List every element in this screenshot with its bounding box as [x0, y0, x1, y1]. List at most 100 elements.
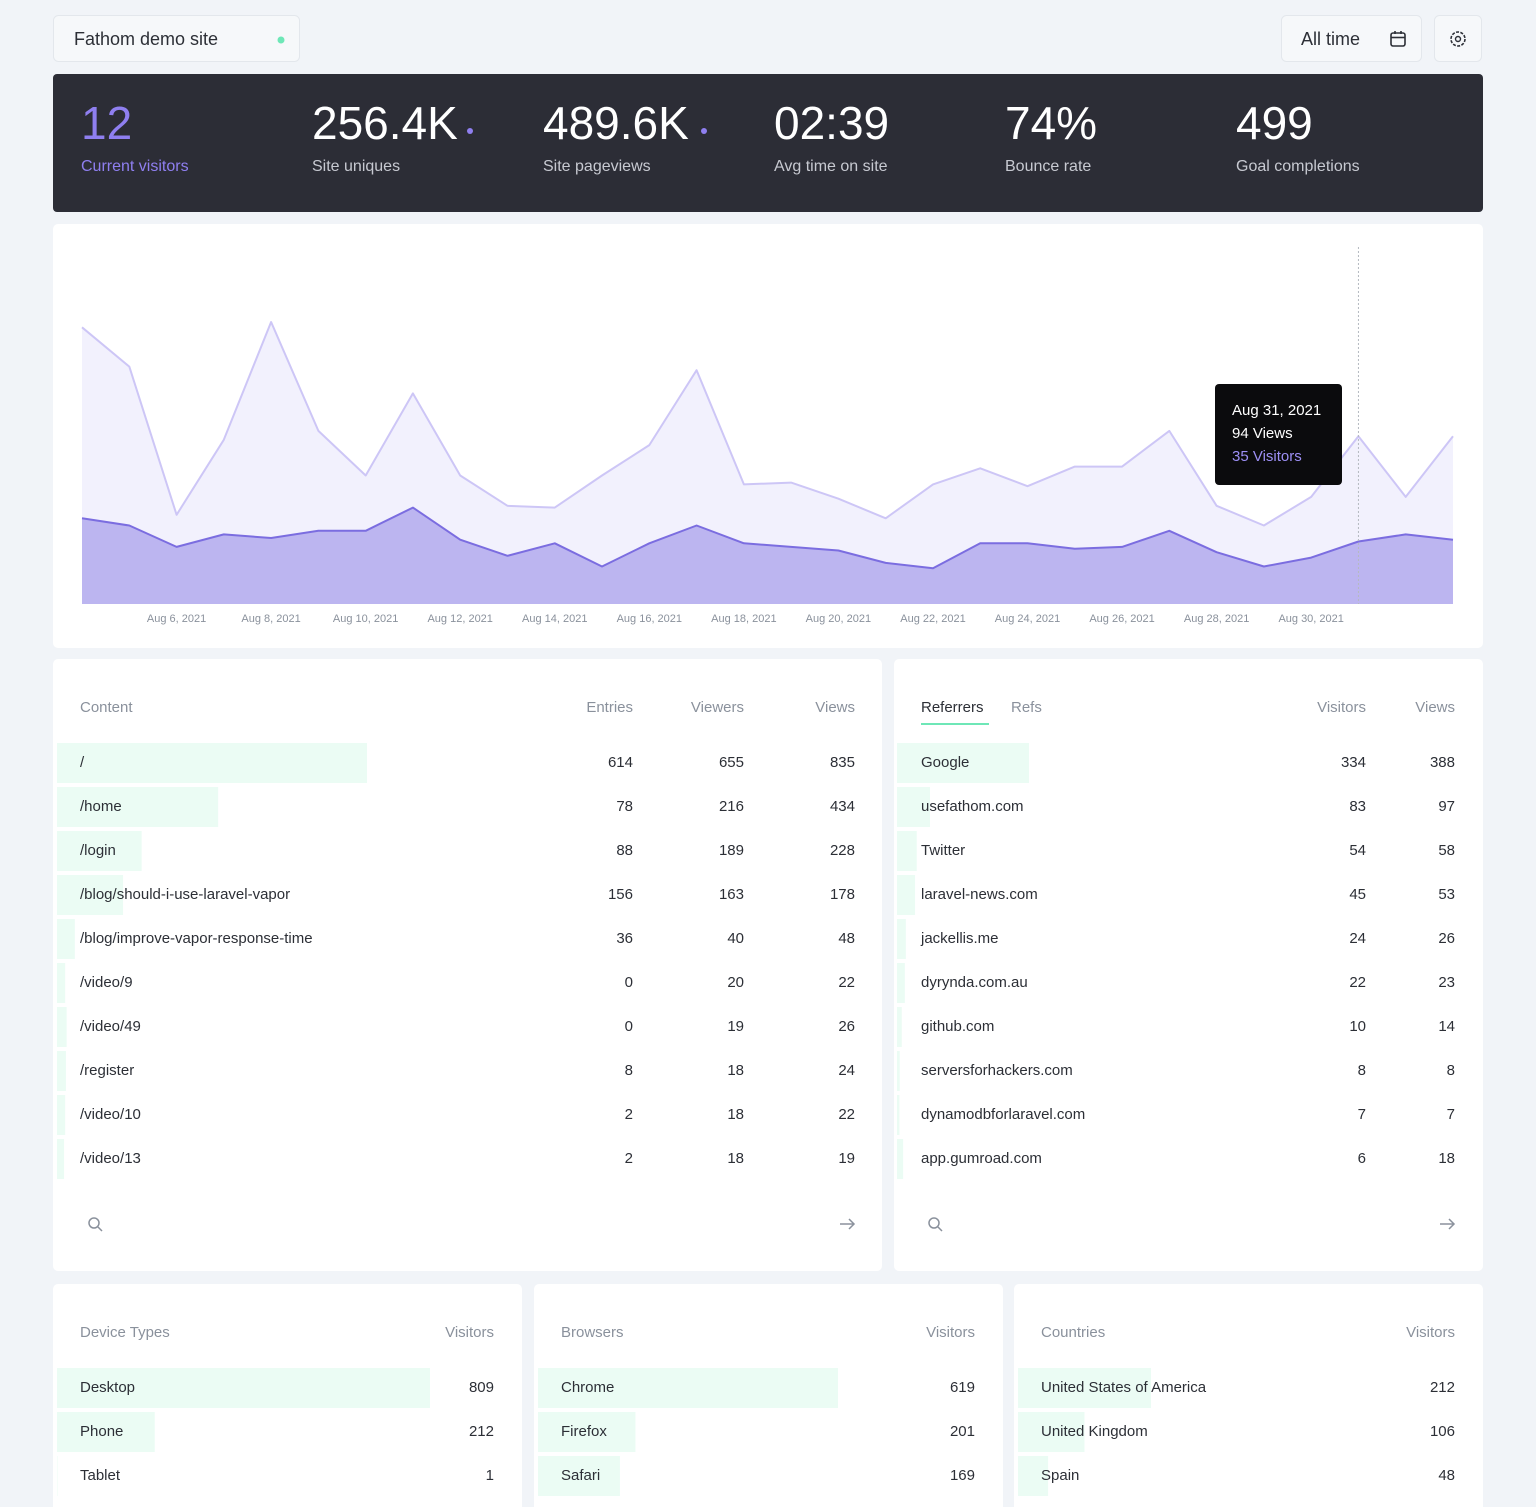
row-value: 614	[608, 754, 633, 771]
row-label[interactable]: dynamodbforlaravel.com	[921, 1106, 1085, 1123]
row-value: 78	[616, 798, 633, 815]
tooltip-line: 35 Visitors	[1232, 448, 1302, 465]
row-value: 10	[1349, 1018, 1366, 1035]
range-selector[interactable]: All time	[1281, 15, 1422, 62]
row-value: 216	[719, 798, 744, 815]
row-value: 2	[625, 1150, 633, 1167]
x-tick-label: Aug 20, 2021	[806, 613, 871, 625]
row-bar	[897, 831, 917, 871]
row-bar	[538, 1368, 838, 1408]
row-label[interactable]: /video/13	[80, 1150, 141, 1167]
row-label[interactable]: Google	[921, 754, 969, 771]
row-value: 169	[950, 1467, 975, 1484]
row-label[interactable]: Spain	[1041, 1467, 1079, 1484]
gear-icon	[1450, 31, 1466, 47]
row-label[interactable]: /	[80, 754, 85, 771]
column-header: Viewers	[691, 699, 744, 716]
chart: Aug 6, 2021 Aug 8, 2021 Aug 10, 2021 Aug 12…	[81, 247, 1454, 625]
tab[interactable]: Refs	[1011, 699, 1042, 716]
referrers-card	[894, 659, 1483, 1271]
row-bar	[897, 919, 906, 959]
stat-value: 02:39	[774, 97, 889, 149]
row-label[interactable]: /video/9	[80, 974, 133, 991]
row-value: 7	[1358, 1106, 1366, 1123]
row-bar	[57, 1095, 66, 1135]
trend-dot	[701, 128, 707, 134]
settings-button[interactable]	[1434, 15, 1482, 62]
site-name: Fathom demo site	[74, 29, 218, 49]
column-header: Visitors	[445, 1324, 494, 1341]
x-tick-label: Aug 28, 2021	[1184, 613, 1249, 625]
row-value: 7	[1447, 1106, 1455, 1123]
row-value: 18	[1438, 1150, 1455, 1167]
row-label[interactable]: /video/10	[80, 1106, 141, 1123]
row-label[interactable]: United States of America	[1041, 1379, 1207, 1396]
row-label[interactable]: Phone	[80, 1423, 123, 1440]
row-value: 18	[727, 1062, 744, 1079]
row-label[interactable]: /video/49	[80, 1018, 141, 1035]
row-value: 24	[838, 1062, 855, 1079]
row-bar	[538, 1456, 620, 1496]
row-label[interactable]: /blog/should-i-use-laravel-vapor	[80, 886, 290, 903]
stat-label: Current visitors	[81, 158, 189, 175]
row-label[interactable]: app.gumroad.com	[921, 1150, 1042, 1167]
row-value: 0	[625, 1018, 633, 1035]
column-header: Content	[80, 699, 133, 716]
stats: 12 Current visitors 256.4K Site uniques 489.…	[81, 97, 1360, 175]
row-label[interactable]: dyrynda.com.au	[921, 974, 1028, 991]
row-bar	[538, 1412, 636, 1452]
row-label[interactable]: Desktop	[80, 1379, 135, 1396]
row-bar	[57, 1139, 65, 1179]
stat-value: 489.6K	[543, 97, 689, 149]
x-tick-label: Aug 8, 2021	[241, 613, 300, 625]
row-bar	[57, 963, 66, 1003]
row-label[interactable]: github.com	[921, 1018, 994, 1035]
row-bar	[57, 831, 142, 871]
search-icon[interactable]	[88, 1217, 103, 1232]
row-value: 201	[950, 1423, 975, 1440]
row-value: 163	[719, 886, 744, 903]
row-value: 178	[830, 886, 855, 903]
row-label[interactable]: Firefox	[561, 1423, 607, 1440]
row-label[interactable]: Chrome	[561, 1379, 614, 1396]
row-value: 48	[838, 930, 855, 947]
chart-card	[53, 224, 1483, 648]
row-label[interactable]: laravel-news.com	[921, 886, 1038, 903]
row-value: 40	[727, 930, 744, 947]
gear-center	[1454, 35, 1462, 43]
site-box	[53, 15, 300, 62]
row-label[interactable]: Tablet	[80, 1467, 121, 1484]
row-bar	[57, 1051, 66, 1091]
row-label[interactable]: serversforhackers.com	[921, 1062, 1073, 1079]
column-header: Views	[815, 699, 855, 716]
range-box	[1281, 15, 1422, 62]
row-label[interactable]: Safari	[561, 1467, 600, 1484]
content-card	[53, 659, 882, 1271]
row-label[interactable]: /register	[80, 1062, 134, 1079]
row-value: 23	[1438, 974, 1455, 991]
next-arrow[interactable]	[1440, 1218, 1456, 1230]
row-label[interactable]: jackellis.me	[920, 930, 999, 947]
stat-label: Site uniques	[312, 158, 400, 175]
x-tick-label: Aug 30, 2021	[1278, 613, 1343, 625]
search-icon[interactable]	[928, 1217, 943, 1232]
row-bar	[897, 1095, 900, 1135]
row-value: 8	[1358, 1062, 1366, 1079]
tables: Content Entries Viewers Views/614 655 835/hom…	[57, 699, 1455, 1496]
stat-label: Site pageviews	[543, 158, 651, 175]
row-label[interactable]: usefathom.com	[921, 798, 1024, 815]
settings-box	[1434, 15, 1482, 62]
next-arrow[interactable]	[840, 1218, 856, 1230]
row-value: 228	[830, 842, 855, 859]
tab[interactable]: Referrers	[921, 699, 984, 716]
site-selector[interactable]: Fathom demo site	[53, 15, 300, 62]
row-label[interactable]: United Kingdom	[1041, 1423, 1148, 1440]
row-label[interactable]: Twitter	[921, 842, 965, 859]
row-label[interactable]: /blog/improve-vapor-response-time	[80, 930, 313, 947]
row-label[interactable]: /home	[80, 798, 122, 815]
column-header: Visitors	[926, 1324, 975, 1341]
row-label[interactable]: /login	[80, 842, 116, 859]
row-value: 18	[727, 1106, 744, 1123]
row-bar	[897, 875, 916, 915]
row-bar	[1018, 1412, 1085, 1452]
